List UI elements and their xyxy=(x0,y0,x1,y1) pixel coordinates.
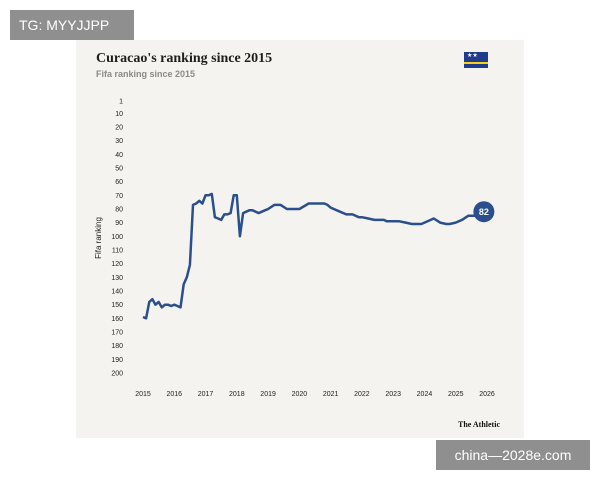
y-tick-label: 190 xyxy=(111,357,123,364)
end-value-label: 82 xyxy=(479,207,489,217)
y-tick-label: 1 xyxy=(119,99,123,106)
x-tick-label: 2016 xyxy=(166,391,182,398)
y-tick-label: 110 xyxy=(112,247,123,254)
chart-card xyxy=(76,40,524,438)
series-line xyxy=(142,192,484,320)
y-tick-label: 90 xyxy=(115,220,123,227)
y-tick-label: 60 xyxy=(115,179,123,186)
x-tick-label: 2020 xyxy=(292,391,308,398)
chart-subtitle: Fifa ranking since 2015 xyxy=(96,69,196,79)
y-tick-label: 10 xyxy=(115,111,123,118)
y-tick-label: 30 xyxy=(115,138,123,145)
y-axis-label: Fifa ranking xyxy=(94,217,103,259)
y-tick-label: 130 xyxy=(111,275,123,282)
chart-title: Curacao's ranking since 2015 xyxy=(96,51,273,66)
flag-stripe xyxy=(464,62,488,64)
y-tick-label: 80 xyxy=(115,206,123,213)
y-tick-label: 40 xyxy=(115,152,123,159)
x-tick-label: 2021 xyxy=(323,391,339,398)
y-tick-label: 100 xyxy=(111,234,123,241)
y-tick-label: 160 xyxy=(111,316,123,323)
y-tick-label: 200 xyxy=(111,371,123,378)
x-tick-label: 2019 xyxy=(260,391,276,398)
x-tick-label: 2017 xyxy=(198,391,214,398)
y-tick-label: 180 xyxy=(111,343,123,350)
x-tick-label: 2024 xyxy=(417,391,433,398)
x-tick-label: 2025 xyxy=(448,391,464,398)
y-tick-label: 50 xyxy=(115,165,123,172)
y-tick-label: 150 xyxy=(111,302,123,309)
y-tick-label: 170 xyxy=(111,329,123,336)
source-label: The Athletic xyxy=(458,420,500,429)
x-tick-label: 2022 xyxy=(354,391,370,398)
watermark-bottom: china—2028e.com xyxy=(436,440,590,470)
y-tick-label: 120 xyxy=(111,261,123,268)
curacao-flag-icon: ★★ xyxy=(464,52,488,68)
y-tick-label: 70 xyxy=(115,193,123,200)
end-value-marker xyxy=(473,201,495,223)
x-tick-label: 2023 xyxy=(385,391,401,398)
y-axis-ticks: 1102030405060708090100110120130140150160… xyxy=(111,99,123,378)
x-tick-label: 2015 xyxy=(135,391,151,398)
x-tick-label: 2018 xyxy=(229,391,245,398)
y-tick-label: 20 xyxy=(115,124,123,131)
x-tick-label: 2026 xyxy=(479,391,495,398)
x-axis-ticks: 2015 2016 2017 2018 2019 2020 2021 2022 2023 2024… xyxy=(135,391,495,398)
y-tick-label: 140 xyxy=(111,288,123,295)
watermark-top: TG: MYYJJPP xyxy=(10,10,134,40)
flag-stars: ★★ xyxy=(467,53,478,59)
